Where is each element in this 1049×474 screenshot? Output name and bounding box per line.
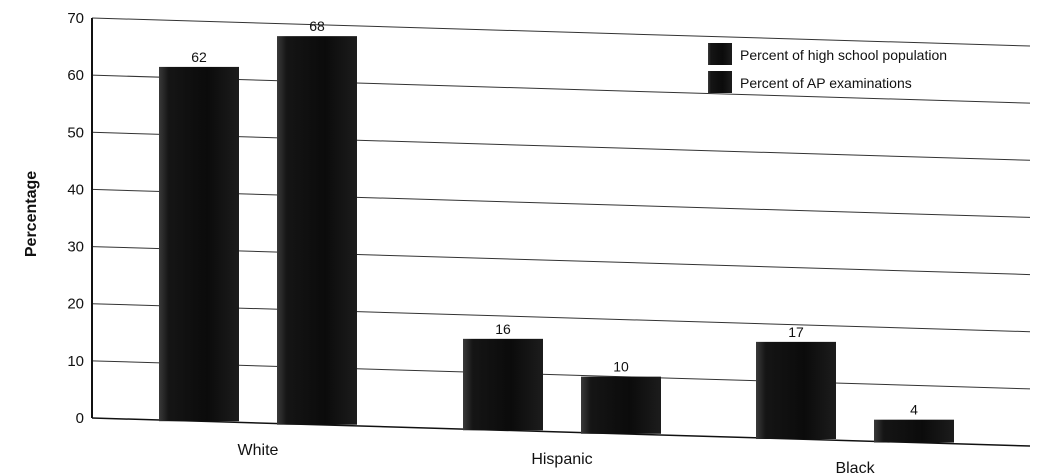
data-label-black-series-1: 17	[788, 324, 804, 340]
y-axis-label: Percentage	[23, 171, 40, 257]
gridline-20	[91, 303, 1031, 333]
y-tick-20: 20	[67, 296, 84, 313]
gridline-30	[91, 246, 1031, 276]
y-tick-70: 70	[67, 10, 84, 27]
bars	[159, 36, 954, 443]
x-tick-black: Black	[835, 460, 875, 474]
bar-hispanic-series-1	[463, 338, 543, 431]
data-label-hispanic-series-2: 10	[613, 359, 629, 375]
y-tick-50: 50	[67, 124, 84, 141]
data-label-white-series-2: 68	[309, 18, 325, 34]
bar-white-series-1	[159, 66, 239, 422]
legend-label-high-school: Percent of high school population	[740, 47, 947, 63]
category-labels: White Hispanic Black	[238, 442, 876, 474]
x-tick-white: White	[238, 442, 279, 459]
y-tick-40: 40	[67, 181, 84, 198]
legend: Percent of high school population Percen…	[708, 43, 947, 93]
data-label-black-series-2: 4	[910, 402, 918, 418]
gridline-60	[91, 74, 1031, 104]
y-tick-10: 10	[67, 353, 84, 370]
y-tick-labels: 0 10 20 30 40 50 60 70	[67, 10, 84, 427]
bar-black-series-2	[874, 419, 954, 443]
data-labels: 62 68 16 10 17 4	[191, 18, 918, 418]
x-tick-hispanic: Hispanic	[531, 451, 592, 468]
legend-swatch-ap-exams	[708, 71, 732, 93]
legend-swatch-high-school	[708, 43, 732, 65]
bar-white-series-2	[277, 36, 357, 425]
data-label-hispanic-series-1: 16	[495, 321, 511, 337]
y-tick-60: 60	[67, 67, 84, 84]
y-tick-0: 0	[76, 410, 84, 427]
data-label-white-series-1: 62	[191, 49, 207, 65]
gridline-70	[91, 17, 1031, 47]
bar-hispanic-series-2	[581, 376, 661, 434]
gridlines	[91, 17, 1031, 390]
gridline-50	[91, 131, 1031, 161]
gridline-40	[91, 188, 1031, 218]
x-axis-line	[91, 417, 1031, 447]
legend-label-ap-exams: Percent of AP examinations	[740, 75, 912, 91]
gridline-10	[91, 360, 1031, 390]
bar-black-series-1	[756, 341, 836, 440]
y-tick-30: 30	[67, 239, 84, 256]
